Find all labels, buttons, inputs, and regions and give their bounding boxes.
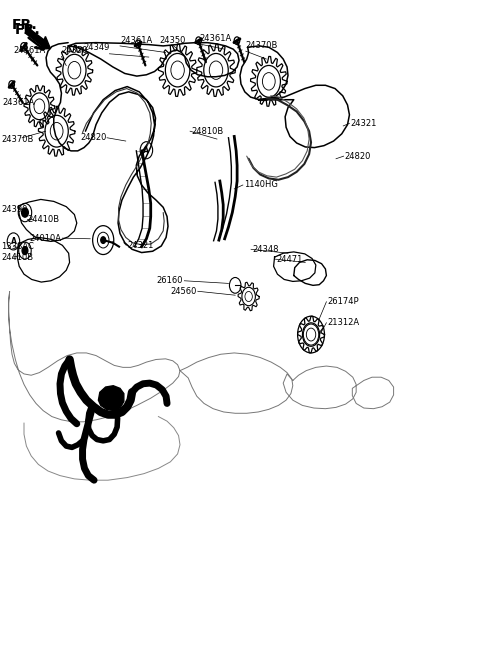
Text: FR.: FR.: [12, 18, 38, 32]
Text: FR.: FR.: [14, 23, 40, 37]
Text: 24410B: 24410B: [1, 253, 33, 262]
Text: A: A: [11, 237, 16, 246]
Circle shape: [101, 237, 106, 243]
Text: 24348: 24348: [252, 245, 278, 254]
Text: 24361A: 24361A: [120, 35, 152, 45]
Text: 24370B: 24370B: [1, 134, 33, 144]
Text: 1338AC: 1338AC: [1, 242, 34, 251]
Text: 24820: 24820: [80, 133, 107, 142]
Text: 24350: 24350: [61, 46, 88, 55]
Text: 24349: 24349: [83, 43, 109, 52]
Text: 26160: 26160: [157, 276, 183, 285]
Circle shape: [22, 208, 28, 217]
Text: 24560: 24560: [170, 287, 197, 296]
Text: 1140HG: 1140HG: [244, 180, 278, 190]
Text: 24321: 24321: [350, 119, 377, 128]
Text: 24321: 24321: [127, 241, 154, 250]
Text: 24390: 24390: [1, 205, 27, 215]
Polygon shape: [98, 386, 124, 411]
Text: 24010A: 24010A: [29, 234, 61, 243]
Text: 24361A: 24361A: [2, 98, 35, 108]
Text: 24370B: 24370B: [246, 41, 278, 50]
Text: 24471: 24471: [276, 255, 302, 264]
FancyArrow shape: [25, 28, 50, 49]
Text: 24820: 24820: [345, 152, 371, 161]
Text: 24361A: 24361A: [199, 33, 231, 43]
Text: 21312A: 21312A: [327, 318, 360, 327]
Text: 24810B: 24810B: [191, 127, 223, 136]
Text: A: A: [144, 146, 149, 155]
Text: 24350: 24350: [159, 35, 186, 45]
Text: 24410B: 24410B: [28, 215, 60, 224]
Circle shape: [22, 247, 28, 255]
Text: 26174P: 26174P: [327, 297, 359, 306]
Text: 24361A: 24361A: [13, 46, 46, 55]
